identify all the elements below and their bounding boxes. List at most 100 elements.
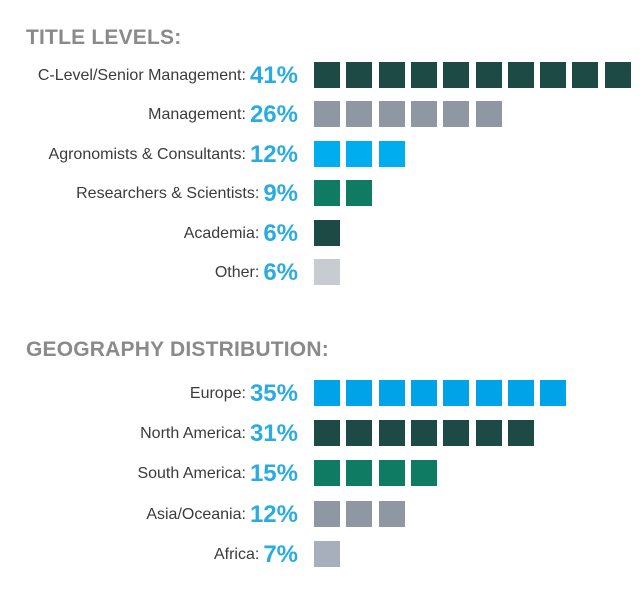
row-label-group: Researchers & Scientists:9% bbox=[76, 180, 298, 208]
percent-value-label: 9% bbox=[263, 180, 298, 208]
bar-square bbox=[314, 180, 340, 207]
label-colon: : bbox=[241, 106, 246, 124]
bar-square bbox=[346, 140, 372, 167]
category-label: Europe bbox=[189, 385, 242, 402]
label-colon: : bbox=[241, 385, 246, 402]
bar-square bbox=[476, 62, 502, 88]
chart-row: Academia:6% bbox=[0, 219, 644, 248]
bar-square bbox=[411, 460, 437, 487]
bar-square bbox=[443, 101, 469, 128]
category-label: Researchers & Scientists bbox=[76, 185, 255, 203]
bar-square bbox=[572, 62, 598, 88]
bar-square bbox=[314, 259, 340, 285]
row-label-group: Management:26% bbox=[148, 101, 298, 129]
row-label-group: Academia:6% bbox=[184, 220, 298, 248]
percent-value-label: 41% bbox=[249, 62, 298, 89]
bar-square bbox=[314, 500, 340, 527]
bar-square bbox=[379, 140, 405, 167]
chart-row: Management:26% bbox=[0, 101, 644, 129]
label-colon: : bbox=[254, 264, 260, 281]
row-label-group: Europe:35% bbox=[190, 380, 298, 408]
bar-square bbox=[443, 62, 469, 88]
bar-square bbox=[379, 101, 405, 128]
bar-square bbox=[443, 380, 469, 406]
bar-square bbox=[346, 420, 372, 447]
chart-row: South America:15% bbox=[0, 460, 644, 488]
bar-square bbox=[314, 62, 340, 88]
bar-square bbox=[411, 380, 437, 406]
percent-value-label: 15% bbox=[249, 460, 298, 488]
bar-square bbox=[411, 62, 437, 88]
bar-square bbox=[476, 101, 502, 128]
category-label: Asia/Oceania bbox=[146, 505, 242, 523]
bar-square bbox=[508, 420, 534, 447]
chart-row: Researchers & Scientists:9% bbox=[0, 180, 644, 208]
row-label-group: Other:6% bbox=[215, 259, 298, 287]
label-colon: : bbox=[241, 465, 246, 483]
bar-square bbox=[379, 62, 405, 88]
percent-value-label: 31% bbox=[249, 420, 298, 448]
bar-square bbox=[443, 420, 469, 447]
row-label-group: North America:31% bbox=[140, 420, 298, 448]
label-colon: : bbox=[254, 224, 260, 242]
bar-square bbox=[346, 500, 372, 527]
bar-square bbox=[379, 380, 405, 406]
bar-square bbox=[314, 219, 340, 246]
row-label-group: C-Level/Senior Management:41% bbox=[38, 62, 298, 90]
bar-square bbox=[476, 420, 502, 447]
percent-value-label: 6% bbox=[263, 219, 298, 247]
category-label: Management bbox=[148, 106, 242, 124]
bar-square bbox=[346, 180, 372, 207]
chart-row: C-Level/Senior Management:41% bbox=[0, 62, 644, 90]
label-colon: : bbox=[241, 505, 246, 523]
label-colon: : bbox=[254, 185, 260, 203]
category-label: Africa bbox=[213, 545, 255, 563]
percent-value-label: 35% bbox=[249, 380, 298, 407]
bar-square bbox=[314, 460, 340, 487]
chart-row: Africa:7% bbox=[0, 540, 644, 569]
category-label: Agronomists & Consultants bbox=[48, 145, 242, 163]
bar-square bbox=[379, 500, 405, 527]
percent-value-label: 6% bbox=[263, 259, 298, 286]
chart-row: Asia/Oceania:12% bbox=[0, 500, 644, 529]
percent-value-label: 26% bbox=[249, 101, 298, 129]
row-label-group: Asia/Oceania:12% bbox=[146, 501, 298, 529]
title-levels-heading: TITLE LEVELS: bbox=[26, 26, 182, 49]
bar-square bbox=[605, 62, 631, 88]
row-label-group: Agronomists & Consultants:12% bbox=[49, 141, 298, 169]
bar-square bbox=[379, 460, 405, 487]
label-colon: : bbox=[241, 145, 246, 163]
bar-square bbox=[314, 101, 340, 128]
bar-square bbox=[508, 380, 534, 406]
category-label: South America bbox=[137, 465, 242, 483]
chart-row: Other:6% bbox=[0, 259, 644, 287]
bar-square bbox=[346, 101, 372, 128]
bar-square bbox=[476, 380, 502, 406]
percent-value-label: 7% bbox=[263, 540, 298, 568]
bar-square bbox=[314, 420, 340, 447]
label-colon: : bbox=[254, 545, 260, 563]
percent-value-label: 12% bbox=[249, 140, 298, 168]
bar-square bbox=[346, 62, 372, 88]
category-label: North America bbox=[140, 425, 242, 443]
bar-square bbox=[411, 101, 437, 128]
bar-square bbox=[314, 380, 340, 406]
bar-square bbox=[314, 140, 340, 167]
bar-square bbox=[540, 380, 566, 406]
bar-square bbox=[314, 540, 340, 567]
category-label: Other bbox=[214, 264, 255, 281]
chart-row: Europe:35% bbox=[0, 380, 644, 408]
label-colon: : bbox=[241, 425, 246, 443]
category-label: Academia bbox=[183, 224, 255, 242]
bar-square bbox=[346, 380, 372, 406]
label-colon: : bbox=[241, 67, 246, 84]
bar-square bbox=[411, 420, 437, 447]
chart-row: Agronomists & Consultants:12% bbox=[0, 140, 644, 169]
row-label-group: South America:15% bbox=[137, 460, 298, 488]
bar-square bbox=[379, 420, 405, 447]
bar-square bbox=[346, 460, 372, 487]
row-label-group: Africa:7% bbox=[214, 541, 298, 569]
percent-value-label: 12% bbox=[249, 500, 298, 528]
bar-square bbox=[540, 62, 566, 88]
chart-row: North America:31% bbox=[0, 420, 644, 448]
